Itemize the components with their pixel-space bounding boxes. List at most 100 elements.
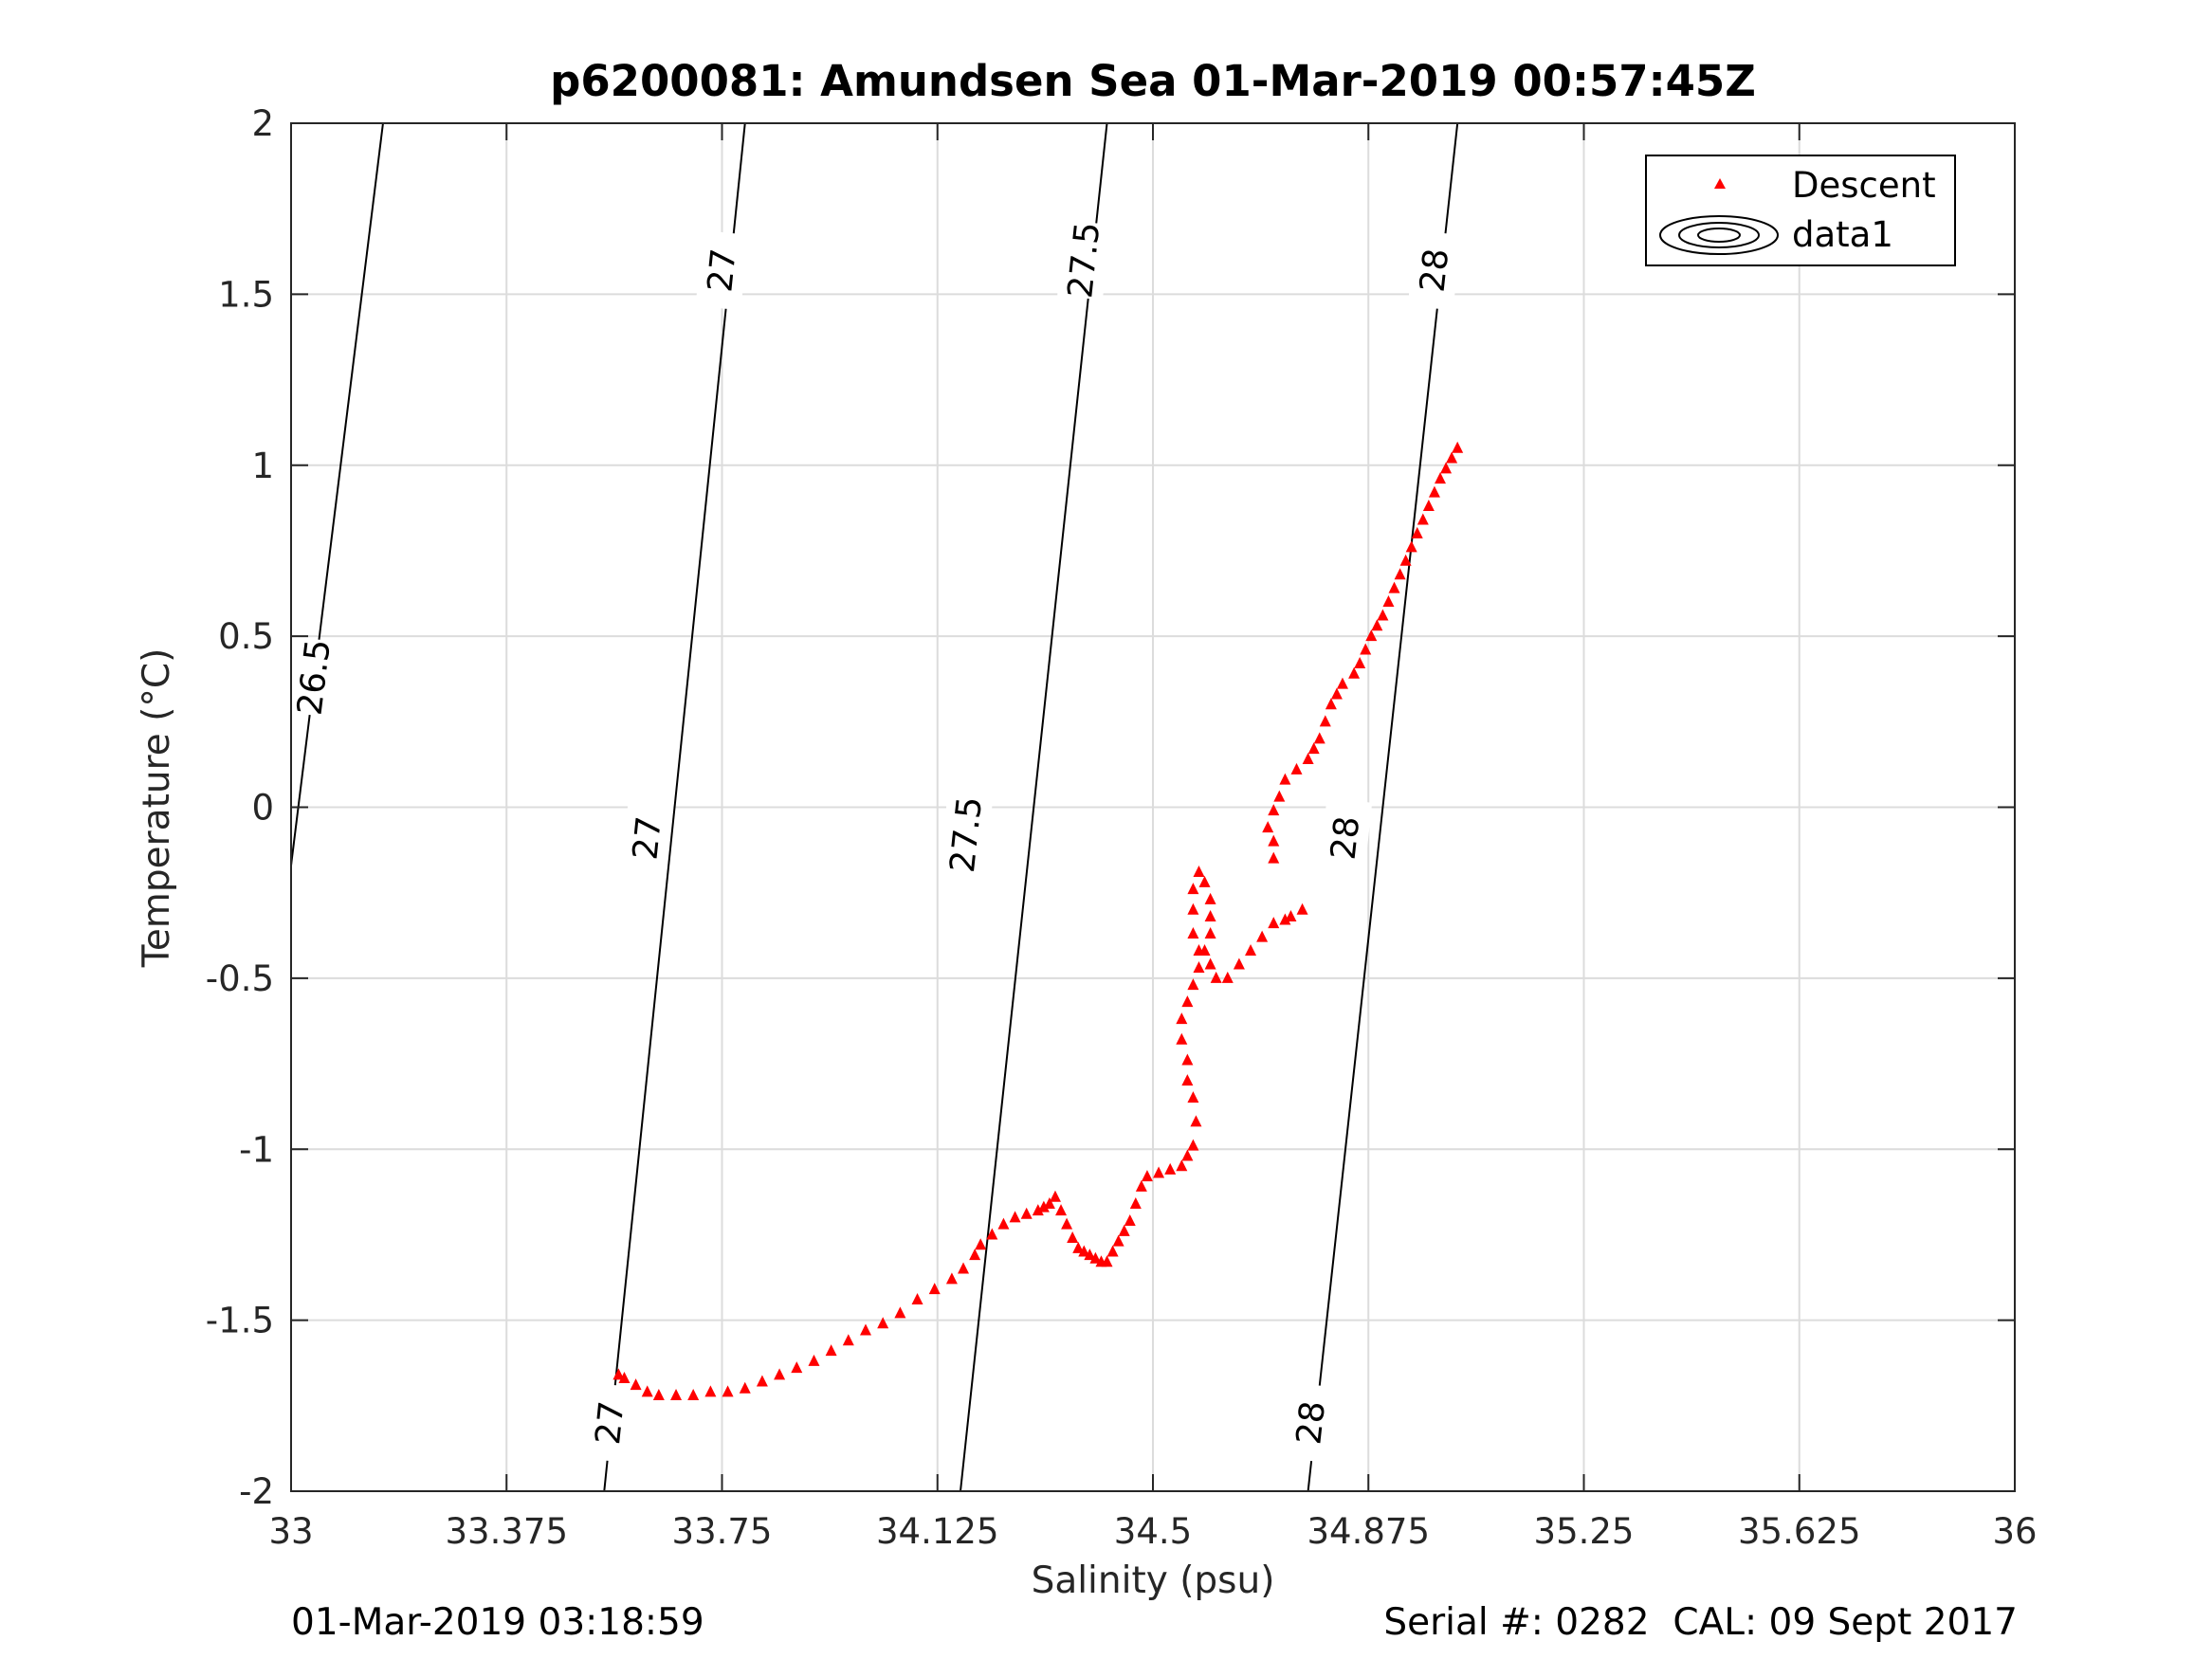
y-tick-label: 0 [251, 788, 274, 829]
descent-point [911, 1292, 923, 1304]
x-tick-label: 35.25 [1534, 1511, 1635, 1552]
descent-point [877, 1317, 889, 1329]
descent-point [894, 1306, 906, 1319]
descent-point [1313, 732, 1325, 744]
descent-point [1187, 1091, 1199, 1103]
descent-point [1256, 930, 1269, 942]
descent-point [1193, 961, 1205, 974]
descent-point [1233, 957, 1245, 970]
descent-point [1187, 926, 1199, 939]
x-tick-label: 34.5 [1114, 1511, 1192, 1552]
descent-point [1124, 1214, 1136, 1227]
descent-point [1210, 971, 1222, 983]
legend: Descent data1 [1645, 155, 1956, 266]
contour-label: 27 [701, 246, 743, 294]
tick-layer: 33 33.375 33.75 34.125 34.5 34.875 35.25 35.625… [206, 103, 2038, 1552]
descent-point [1204, 957, 1216, 970]
descent-point [1181, 1149, 1194, 1161]
descent-point [1285, 909, 1297, 921]
legend-box [1645, 155, 1956, 266]
descent-point [1101, 1255, 1113, 1267]
x-axis-label: Salinity (psu) [1032, 1559, 1275, 1602]
y-tick-label: 2 [251, 103, 274, 144]
descent-point [1187, 978, 1199, 991]
contour-line-27 [603, 122, 746, 1492]
descent-point [704, 1385, 717, 1397]
descent-point [1078, 1245, 1090, 1257]
legend-data1-label: data1 [1792, 214, 1893, 255]
descent-point [1190, 1115, 1202, 1127]
descent-point [1279, 773, 1291, 785]
contour-line-27.5 [959, 122, 1108, 1492]
descent-point [1193, 866, 1205, 878]
y-tick-label: -1.5 [206, 1301, 274, 1341]
descent-point [1399, 554, 1412, 566]
descent-point [1176, 1159, 1188, 1172]
contour-label-bg [695, 229, 749, 311]
contour-label: 27 [589, 1399, 631, 1447]
descent-point [1129, 1196, 1142, 1209]
descent-point [1181, 1053, 1194, 1066]
contour-label: 28 [1325, 814, 1368, 862]
descent-point [1268, 851, 1280, 864]
descent-point [1198, 875, 1211, 887]
descent-point [1371, 619, 1383, 631]
descent-point [1032, 1204, 1044, 1216]
descent-point [1067, 1231, 1079, 1244]
descent-point [1164, 1162, 1177, 1175]
descent-point [1135, 1179, 1147, 1192]
descent-point [1435, 472, 1446, 484]
descent-point [774, 1368, 786, 1380]
descent-point [1440, 462, 1453, 474]
footer-timestamp: 01-Mar-2019 03:18:59 [291, 1601, 704, 1644]
descent-point [986, 1228, 998, 1240]
descent-point [1422, 500, 1435, 512]
descent-point [1290, 762, 1303, 775]
contour-line-28 [1307, 122, 1459, 1492]
descent-point [687, 1388, 700, 1400]
descent-point [1176, 1012, 1188, 1025]
descent-point [1204, 926, 1216, 939]
descent-point [1204, 892, 1216, 904]
descent-point [791, 1361, 803, 1374]
contour-label-bg [939, 794, 994, 875]
descent-point [1245, 944, 1257, 957]
descent-point [1084, 1249, 1096, 1261]
descent-point [1268, 834, 1280, 847]
descent-point [1273, 790, 1286, 802]
descent-point [825, 1344, 837, 1357]
x-tick-label: 34.875 [1307, 1511, 1430, 1552]
y-tick-label: -0.5 [206, 958, 274, 999]
contour-label-bg [583, 1382, 637, 1464]
descent-point [641, 1385, 653, 1397]
descent-point [1307, 742, 1320, 755]
descent-point [1112, 1234, 1124, 1247]
descent-point [975, 1238, 987, 1250]
descent-point [652, 1388, 665, 1400]
descent-point [1268, 917, 1280, 929]
descent-point [1382, 595, 1395, 608]
descent-point [1417, 513, 1429, 525]
descent-point [1187, 883, 1199, 895]
contour-label: 27.5 [943, 794, 990, 874]
descent-point [618, 1371, 631, 1383]
descent-point [1106, 1245, 1119, 1257]
descent-point [1118, 1224, 1130, 1236]
descent-point [1319, 715, 1331, 727]
contour-label: 27.5 [1061, 220, 1107, 300]
descent-point [1428, 485, 1440, 498]
chart-title: p6200081: Amundsen Sea 01-Mar-2019 00:57… [550, 56, 1756, 106]
descent-point [1061, 1217, 1073, 1230]
descent-point [1354, 656, 1366, 668]
contour-layer: 26.5 27 27 27 27.5 27.5 28 28 28 [286, 122, 1462, 1492]
contour-label-bg [1284, 1382, 1338, 1464]
descent-point [958, 1262, 970, 1274]
descent-point [1221, 971, 1234, 983]
descent-point [1204, 909, 1216, 921]
contour-label: 26.5 [290, 637, 338, 718]
descent-point [1198, 944, 1211, 957]
descent-point [842, 1334, 854, 1346]
descent-point [1153, 1166, 1165, 1178]
descent-point [1187, 902, 1199, 915]
